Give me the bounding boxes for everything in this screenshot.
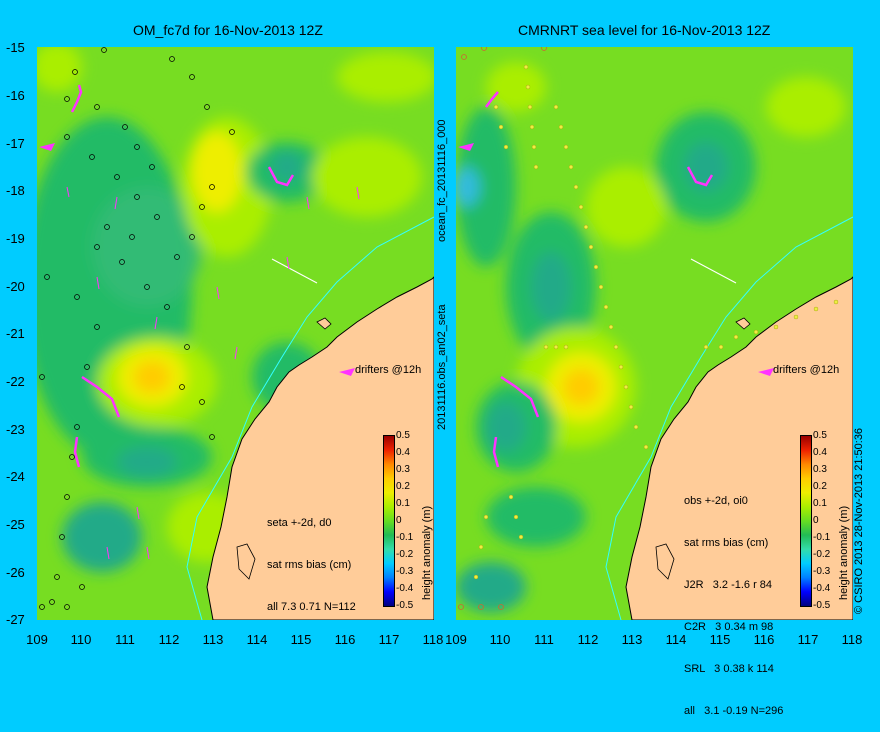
x-tick: 111	[534, 632, 554, 647]
colorbar-tick: 0.4	[813, 447, 827, 458]
x-tick: 110	[489, 632, 511, 647]
y-tick: -18	[6, 183, 25, 198]
right-colorbar-label: height anomaly (m)	[838, 505, 850, 600]
colorbar-tick: -0.2	[813, 549, 831, 560]
colorbar-tick: 0	[813, 515, 819, 526]
colorbar-tick: -0.4	[813, 583, 831, 594]
stats-line: all 3.1 -0.19 N=296	[684, 705, 784, 717]
x-tick: 109	[26, 632, 48, 647]
stats-line: obs +-2d, oi0	[684, 495, 748, 507]
colorbar-tick: -0.3	[396, 566, 414, 577]
left-drifters-label: drifters @12h	[355, 364, 422, 376]
stats-line: seta +-2d, d0	[267, 517, 332, 529]
left-map	[37, 47, 434, 620]
y-tick: -15	[6, 40, 25, 55]
right-side-label: 20131116.obs_an02_seta	[436, 304, 448, 430]
copyright: © CSIRO 2013 28-Nov-2013 21:50:36	[853, 427, 865, 614]
right-map-svg	[456, 47, 853, 620]
y-tick: -17	[6, 136, 25, 151]
right-panel-title: CMRNRT sea level for 16-Nov-2013 12Z	[518, 22, 771, 38]
colorbar-tick: 0.3	[396, 464, 410, 475]
y-tick: -20	[6, 279, 25, 294]
colorbar-tick: 0	[396, 515, 402, 526]
colorbar-tick: -0.3	[813, 566, 831, 577]
stats-line: sat rms bias (cm)	[684, 537, 769, 549]
right-stats: obs +-2d, oi0 sat rms bias (cm) J2R 3.2 …	[684, 466, 783, 732]
x-tick: 117	[797, 632, 819, 647]
y-tick: -19	[6, 231, 25, 246]
colorbar-tick: 0.5	[813, 430, 827, 441]
x-tick: 117	[378, 632, 400, 647]
colorbar-tick: -0.5	[813, 600, 831, 611]
right-drifters-label: drifters @12h	[773, 364, 840, 376]
left-side-label: ocean_fc_20131116_000	[436, 119, 448, 242]
x-tick: 112	[577, 632, 599, 647]
x-tick: 113	[621, 632, 643, 647]
x-tick: 116	[753, 632, 775, 647]
colorbar-tick: -0.4	[396, 583, 414, 594]
x-tick: 116	[334, 632, 356, 647]
stats-line: J2R 3.2 -1.6 r 84	[684, 579, 773, 591]
x-tick: 118	[841, 632, 863, 647]
colorbar-tick: 0.1	[396, 498, 410, 509]
stats-line: C2R 3 0.34 m 98	[684, 621, 774, 633]
left-map-svg	[37, 47, 434, 620]
right-colorbar	[800, 435, 812, 607]
y-tick: -25	[6, 517, 25, 532]
x-tick: 111	[115, 632, 135, 647]
colorbar-tick: 0.3	[813, 464, 827, 475]
colorbar-tick: 0.1	[813, 498, 827, 509]
colorbar-tick: 0.4	[396, 447, 410, 458]
x-tick: 112	[158, 632, 180, 647]
left-panel-title: OM_fc7d for 16-Nov-2013 12Z	[133, 22, 323, 38]
colorbar-tick: 0.2	[396, 481, 410, 492]
y-tick: -27	[6, 612, 25, 627]
colorbar-tick: 0.2	[813, 481, 827, 492]
y-tick: -26	[6, 565, 25, 580]
stats-line: SRL 3 0.38 k 114	[684, 663, 774, 675]
x-tick: 110	[70, 632, 92, 647]
colorbar-tick: -0.5	[396, 600, 414, 611]
colorbar-tick: -0.1	[813, 532, 831, 543]
x-tick: 114	[246, 632, 268, 647]
x-tick: 115	[290, 632, 312, 647]
right-map	[456, 47, 853, 620]
x-tick: 115	[709, 632, 731, 647]
x-tick: 114	[665, 632, 687, 647]
y-tick: -16	[6, 88, 25, 103]
x-tick: 113	[202, 632, 224, 647]
x-tick: 109	[445, 632, 467, 647]
stats-line: all 7.3 0.71 N=112	[267, 601, 356, 613]
left-colorbar	[383, 435, 395, 607]
y-tick: -24	[6, 469, 25, 484]
colorbar-tick: -0.1	[396, 532, 414, 543]
left-stats: seta +-2d, d0 sat rms bias (cm) all 7.3 …	[267, 488, 356, 628]
stats-line: sat rms bias (cm)	[267, 559, 352, 571]
colorbar-tick: -0.2	[396, 549, 414, 560]
left-colorbar-label: height anomaly (m)	[421, 505, 433, 600]
colorbar-tick: 0.5	[396, 430, 410, 441]
y-tick: -22	[6, 374, 25, 389]
y-tick: -21	[6, 326, 25, 341]
x-tick: 118	[422, 632, 444, 647]
y-tick: -23	[6, 422, 25, 437]
